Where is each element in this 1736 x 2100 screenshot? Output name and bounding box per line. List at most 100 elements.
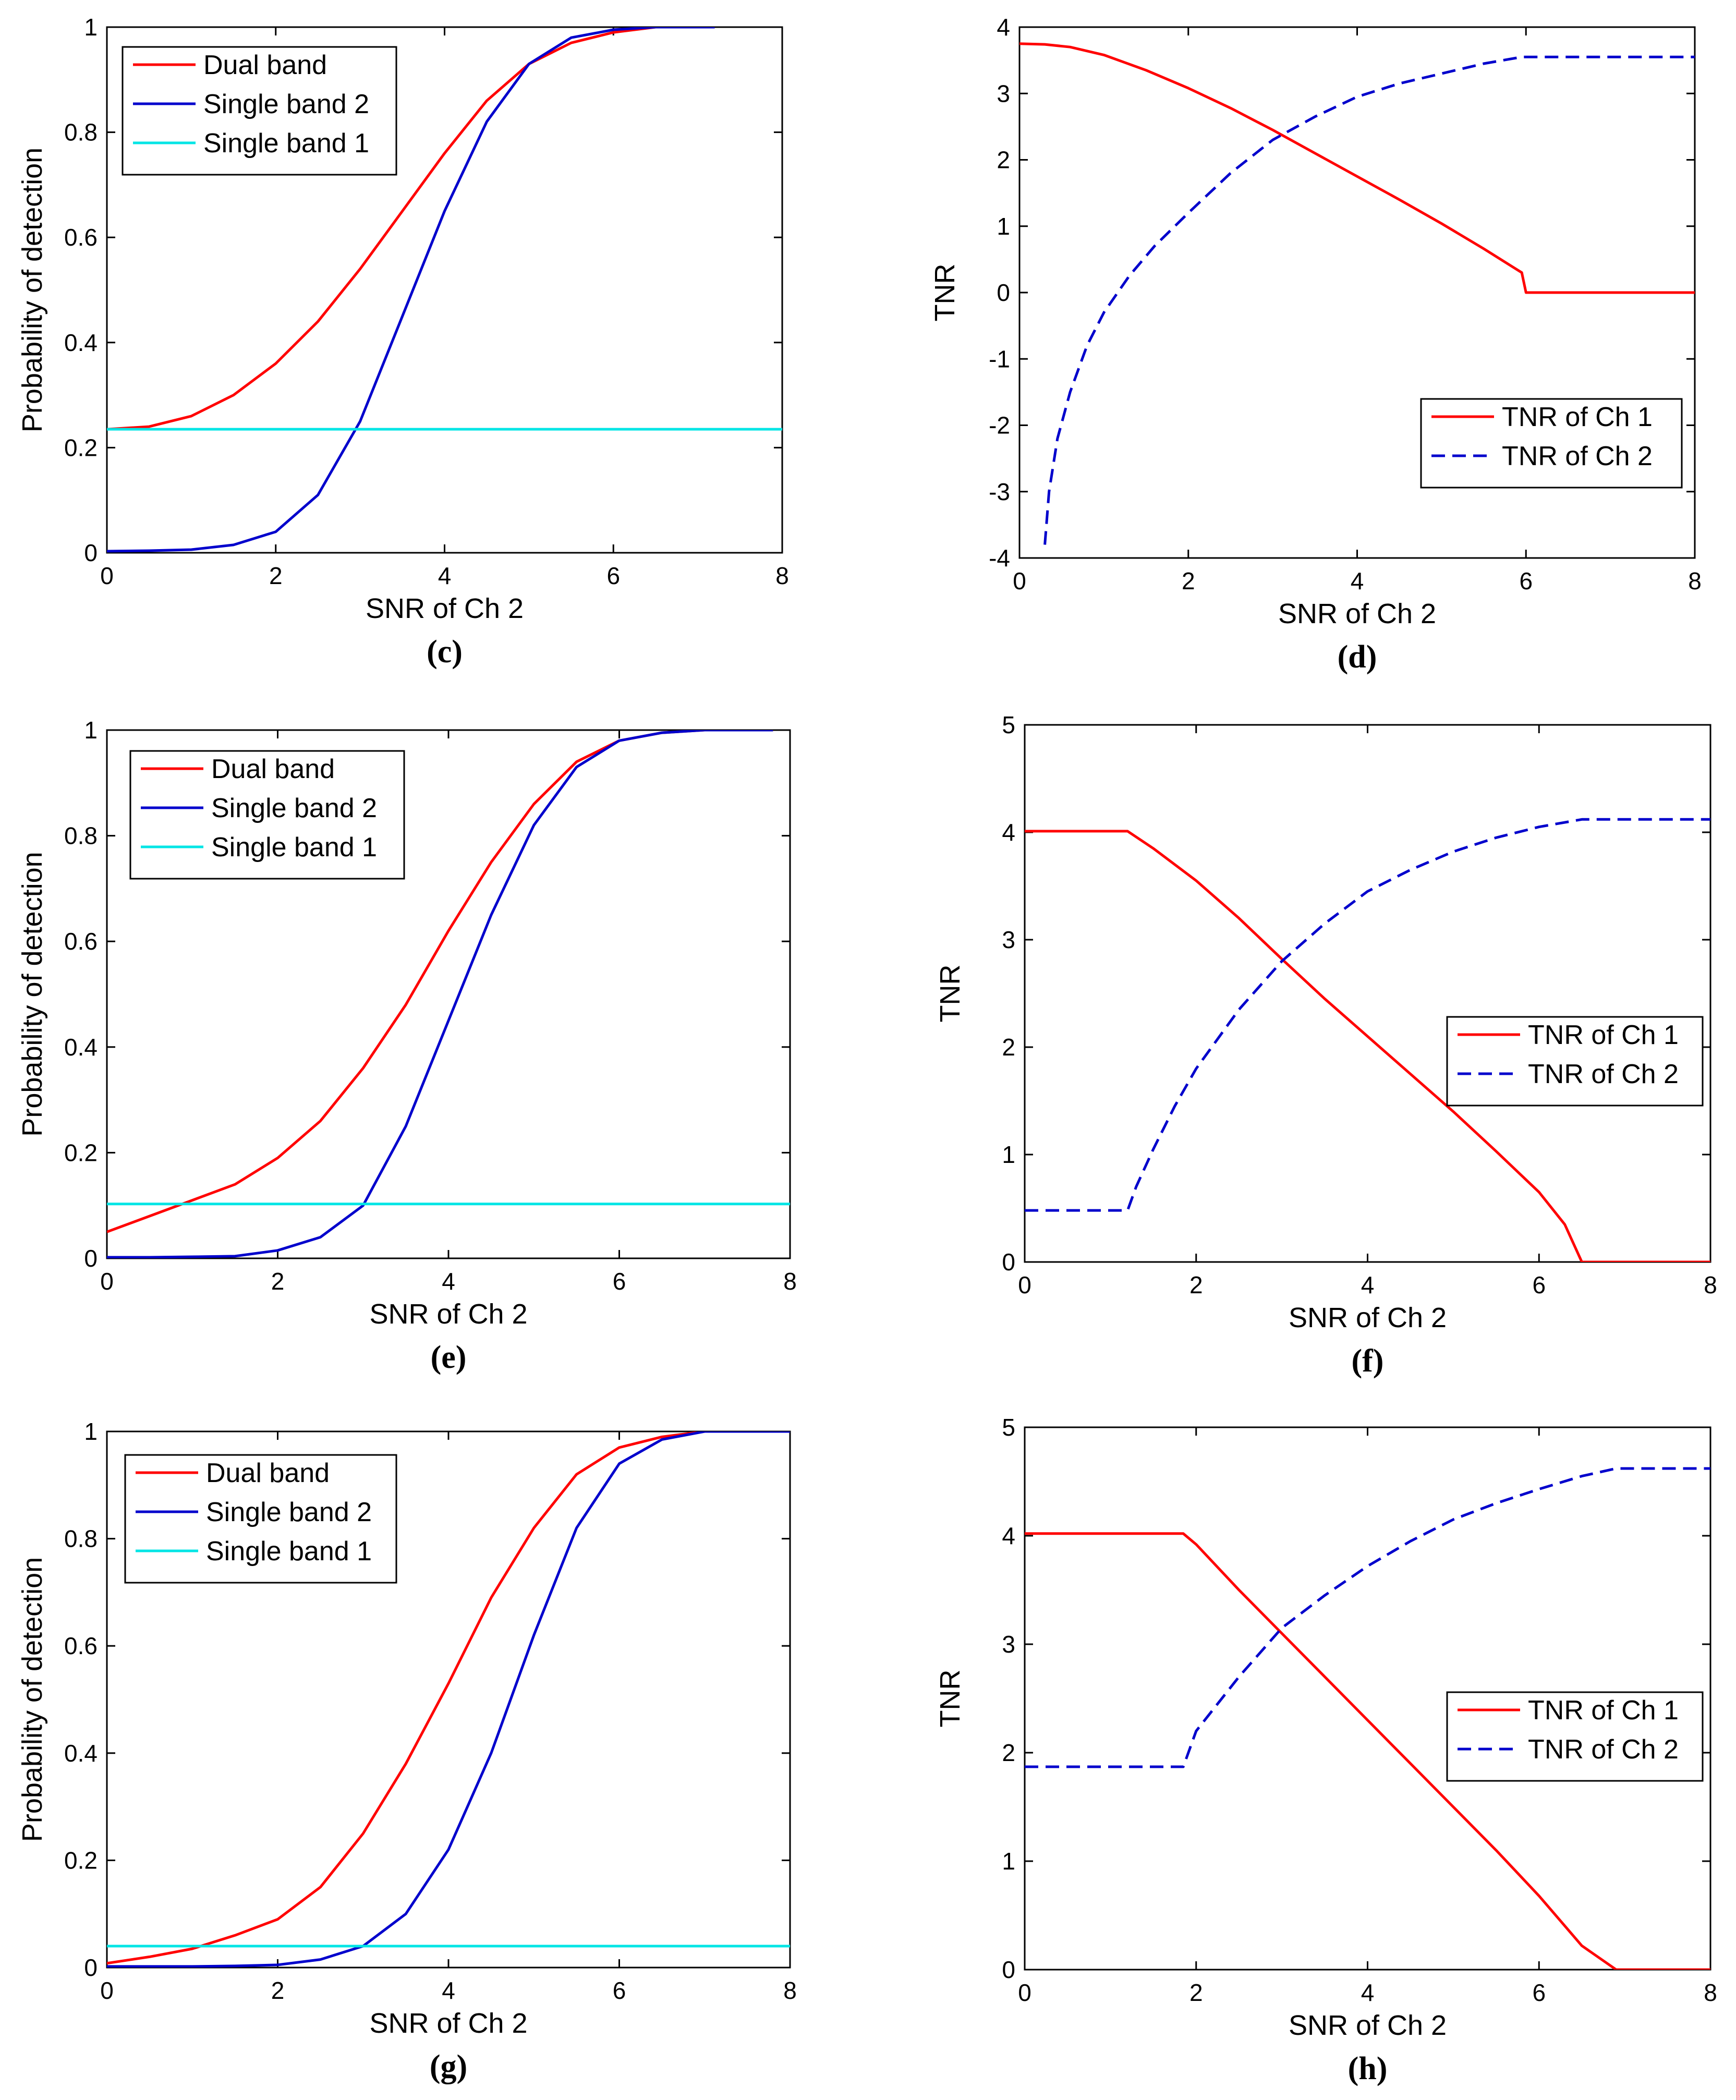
legend-entry: Dual band [203, 50, 327, 80]
x-tick-label: 0 [1013, 567, 1026, 594]
x-tick-label: 2 [1182, 567, 1195, 594]
x-axis-label: SNR of Ch 2 [1289, 2010, 1447, 2041]
y-tick-label: 0 [84, 1245, 98, 1272]
x-axis-label: SNR of Ch 2 [1278, 598, 1436, 629]
y-tick-label: 0.2 [64, 1847, 98, 1874]
x-axis-label: SNR of Ch 2 [1289, 1302, 1447, 1333]
y-axis-label: Probability of detection [17, 852, 48, 1136]
series-line-tnr-of-ch-1 [1025, 1532, 1710, 1970]
legend-box [122, 46, 397, 176]
chart-panel-g: 0 2 4 6 8 0 0.2 0.4 0.6 0.8 1 SNR of Ch 2 Probabilit… [17, 1418, 797, 2084]
chart-panel-e: 0 2 4 6 8 0 0.2 0.4 0.6 0.8 1 SNR of Ch 2 Probabilit… [17, 717, 797, 1375]
x-tick-label: 8 [1704, 1979, 1717, 2006]
legend-entry: Single band 1 [206, 1536, 372, 1567]
x-axis-label: SNR of Ch 2 [366, 593, 524, 624]
x-tick-label: 6 [1532, 1271, 1546, 1298]
panel-caption: (c) [427, 634, 463, 670]
x-tick-label: 8 [783, 1977, 797, 2004]
x-tick-label: 2 [1189, 1271, 1203, 1298]
x-tick-label: 6 [613, 1977, 626, 2004]
y-tick-label: 1 [84, 1418, 98, 1445]
x-tick-label: 2 [269, 562, 283, 589]
panel-caption: (d) [1338, 639, 1377, 675]
y-tick-label: 0.6 [64, 1632, 98, 1659]
legend-box [124, 1454, 397, 1584]
legend: Dual band Single band 2 Single band 1 [124, 1454, 397, 1584]
y-tick-label: 0.8 [64, 822, 98, 849]
x-tick-label: 6 [1519, 567, 1533, 594]
y-tick-label: 0 [1002, 1956, 1015, 1983]
y-tick-label: 0.6 [64, 928, 98, 955]
y-axis-label: Probability of detection [17, 1557, 48, 1842]
series-line-tnr-of-ch-1 [1025, 830, 1710, 1262]
x-tick-label: 4 [1361, 1979, 1375, 2006]
x-tick-label: 0 [100, 1977, 114, 2004]
y-tick-label: 1 [1002, 1141, 1015, 1168]
series-line-tnr-of-ch-2 [1043, 55, 1695, 545]
legend-entry: Single band 2 [206, 1497, 372, 1527]
x-tick-label: 6 [613, 1268, 626, 1295]
legend-entry: TNR of Ch 2 [1502, 441, 1653, 471]
y-axis-label: TNR [934, 965, 966, 1023]
legend-entry: Single band 2 [211, 793, 377, 823]
series-line-single-band-2 [107, 27, 715, 553]
legend: TNR of Ch 1 TNR of Ch 2 [1446, 1691, 1704, 1782]
y-tick-label: 0.2 [64, 434, 98, 461]
x-tick-label: 8 [1688, 567, 1702, 594]
x-axis-label: SNR of Ch 2 [369, 1298, 527, 1330]
legend-box [129, 750, 405, 880]
panel-caption: (h) [1348, 2051, 1388, 2086]
y-tick-label: 5 [1002, 1414, 1015, 1441]
axes-box [1024, 724, 1711, 1263]
legend: Dual band Single band 2 Single band 1 [129, 750, 405, 880]
y-tick-label: 0.8 [64, 119, 98, 146]
legend-entry: Dual band [211, 754, 335, 784]
y-tick-label: 0 [84, 539, 98, 566]
y-tick-label: -4 [989, 544, 1010, 572]
y-tick-label: 0.8 [64, 1525, 98, 1552]
series-line-tnr-of-ch-2 [1025, 818, 1710, 1212]
series-line-dual-band [107, 27, 715, 431]
series-line-single-band-2 [107, 1431, 790, 1968]
series-line-dual-band [107, 1431, 790, 1965]
y-axis-label: TNR [934, 1670, 966, 1728]
legend-box [1446, 1691, 1704, 1782]
y-tick-label: -3 [989, 478, 1010, 505]
x-tick-label: 6 [1532, 1979, 1546, 2006]
y-tick-label: 3 [1002, 926, 1015, 953]
x-tick-label: 2 [271, 1977, 285, 2004]
legend: TNR of Ch 1 TNR of Ch 2 [1446, 1016, 1704, 1107]
y-axis-label: TNR [929, 264, 961, 322]
x-tick-label: 0 [1018, 1271, 1031, 1298]
y-tick-label: 0 [997, 279, 1010, 306]
y-tick-label: 4 [1002, 819, 1015, 846]
x-tick-label: 0 [1018, 1979, 1031, 2006]
legend-box [1420, 398, 1683, 489]
y-axis-label: Probability of detection [17, 148, 48, 432]
y-tick-label: 2 [1002, 1739, 1015, 1766]
x-tick-label: 4 [1351, 567, 1364, 594]
x-tick-label: 4 [1361, 1271, 1375, 1298]
panel-caption: (f) [1352, 1343, 1384, 1379]
y-tick-label: 1 [997, 213, 1010, 240]
legend-box [1446, 1016, 1704, 1107]
y-tick-label: 0.4 [64, 1034, 98, 1061]
legend-entry: TNR of Ch 2 [1528, 1059, 1679, 1089]
x-tick-label: 8 [783, 1268, 797, 1295]
y-tick-label: 3 [1002, 1631, 1015, 1658]
series-line-tnr-of-ch-2 [1025, 1467, 1710, 1768]
x-tick-label: 2 [271, 1268, 285, 1295]
x-tick-label: 4 [442, 1268, 455, 1295]
legend-entry: Single band 1 [203, 128, 369, 159]
y-tick-label: 0.4 [64, 329, 98, 356]
y-tick-label: -1 [989, 345, 1010, 372]
series-line-single-band-2 [107, 730, 773, 1258]
y-tick-label: 4 [997, 14, 1010, 41]
x-tick-label: 0 [100, 1268, 114, 1295]
chart-panel-d: 0 2 4 6 8 -4 -3 -2 -1 0 1 2 3 4 SNR of Ch 2 TNR (d) TNR o… [929, 14, 1702, 675]
panel-caption: (e) [431, 1340, 467, 1375]
series-line-tnr-of-ch-1 [1019, 42, 1695, 294]
legend-entry: Single band 1 [211, 832, 377, 863]
